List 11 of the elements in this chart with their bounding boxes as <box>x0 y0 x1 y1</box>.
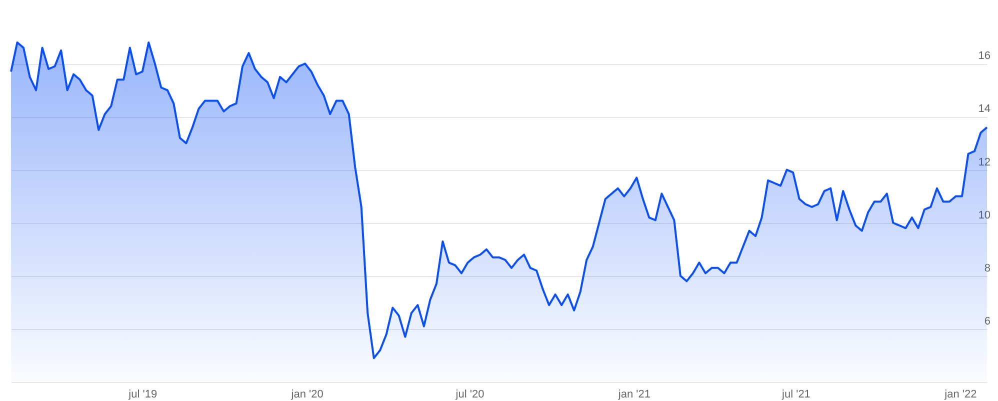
x-tick-label: jul '21 <box>781 388 810 400</box>
y-tick-label: 14 <box>978 103 990 116</box>
y-tick-label: 6 <box>984 315 990 328</box>
x-tick-label: jan '20 <box>290 388 324 400</box>
x-tick-label: jul '19 <box>128 388 158 400</box>
x-tick-label: jul '20 <box>454 388 484 400</box>
x-tick-label: jan '22 <box>944 388 977 400</box>
y-tick-label: 16 <box>978 50 990 62</box>
y-tick-label: 8 <box>984 262 990 274</box>
x-tick-label: jan '21 <box>617 388 650 400</box>
y-tick-label: 10 <box>978 209 990 222</box>
